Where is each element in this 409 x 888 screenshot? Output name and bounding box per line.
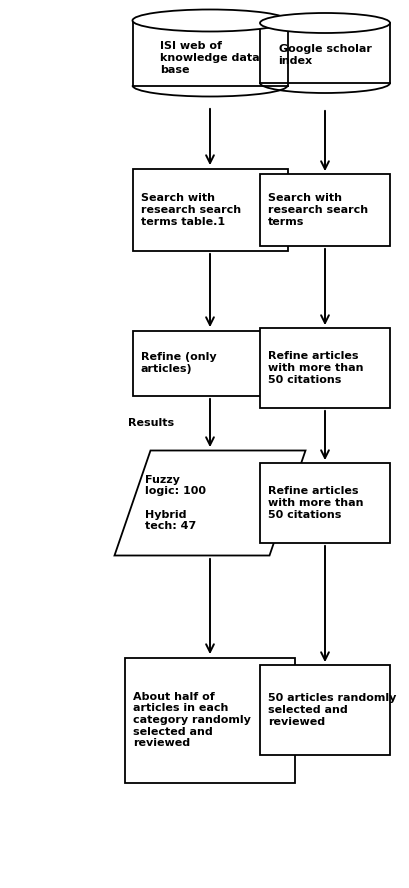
Text: Search with
research search
terms: Search with research search terms [267, 194, 367, 226]
Bar [259, 463, 389, 543]
Text: Refine articles
with more than
50 citations: Refine articles with more than 50 citati… [267, 487, 363, 519]
Text: Fuzzy
logic: 100

Hybrid
tech: 47: Fuzzy logic: 100 Hybrid tech: 47 [144, 475, 205, 531]
Bar [125, 657, 294, 782]
Polygon shape [114, 450, 305, 556]
Text: Search with
research search
terms table.1: Search with research search terms table.… [140, 194, 240, 226]
Text: Refine articles
with more than
50 citations: Refine articles with more than 50 citati… [267, 352, 363, 385]
Text: 50 articles randomly
selected and
reviewed: 50 articles randomly selected and review… [267, 694, 396, 726]
Bar [259, 665, 389, 755]
Text: Refine (only
articles): Refine (only articles) [140, 353, 216, 374]
Bar [132, 169, 287, 251]
Bar [259, 174, 389, 246]
Text: About half of
articles in each
category randomly
selected and
reviewed: About half of articles in each category … [133, 692, 250, 749]
Bar [132, 330, 287, 395]
Text: Google scholar
index: Google scholar index [278, 44, 371, 66]
Text: Results: Results [128, 418, 174, 428]
Bar [259, 328, 389, 408]
Text: ISI web of
knowledge data
base: ISI web of knowledge data base [160, 42, 259, 75]
Ellipse shape [132, 10, 287, 31]
Ellipse shape [259, 13, 389, 33]
